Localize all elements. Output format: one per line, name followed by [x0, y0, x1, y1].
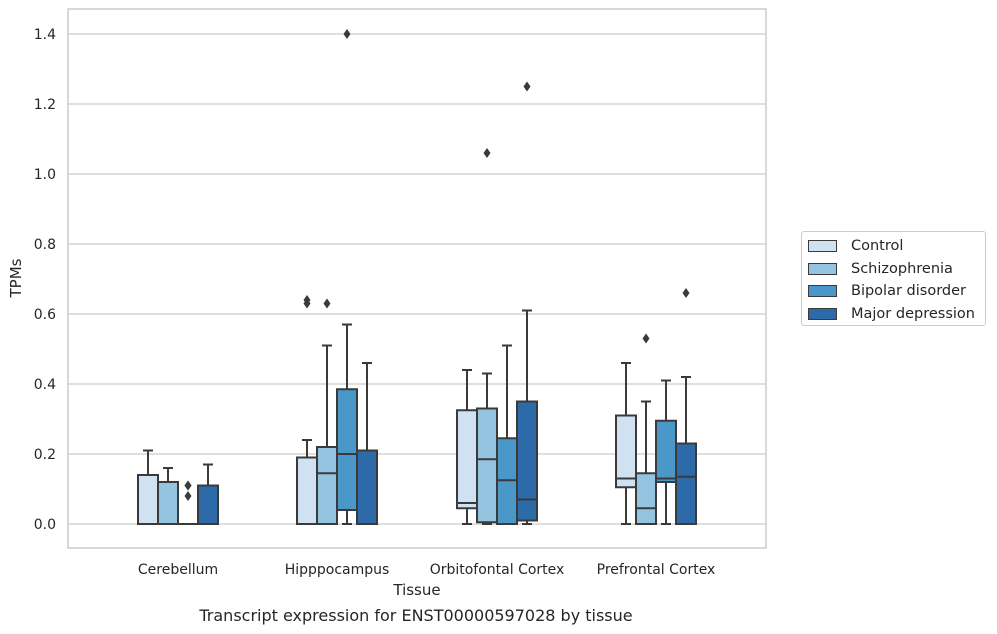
- box-rect: [635, 472, 657, 525]
- gridlines: [68, 33, 766, 525]
- box-major-depression: [516, 81, 538, 525]
- y-tick-label: 1.0: [34, 167, 56, 183]
- legend-item: Schizophrenia: [808, 259, 953, 279]
- box-schizophrenia: [157, 467, 179, 525]
- box-major-depression: [197, 463, 219, 525]
- legend-swatch: [808, 285, 837, 297]
- legend-item: Major depression: [808, 304, 975, 324]
- legend: Control Schizophrenia Bipolar disorder Majo…: [801, 231, 986, 326]
- x-axis-ticks: Cerebellum Hipppocampus Orbitofontal Corte…: [138, 562, 715, 578]
- box-control: [296, 295, 318, 525]
- box-rect: [137, 474, 159, 525]
- box-rect: [655, 419, 677, 483]
- outlier-point: [483, 148, 491, 158]
- box-schizophrenia: [476, 148, 498, 525]
- box-rect: [675, 442, 697, 525]
- box-major-depression: [675, 288, 697, 525]
- x-tick-label: Orbitofontal Cortex: [430, 562, 565, 578]
- outlier-point: [323, 298, 331, 309]
- box-rect: [157, 481, 179, 525]
- box-rect: [296, 456, 318, 525]
- outlier-point: [682, 288, 690, 298]
- box-bipolar-disorder: [177, 480, 199, 526]
- plot-frame: [67, 8, 767, 549]
- box-schizophrenia: [316, 298, 338, 525]
- box-rect: [476, 407, 498, 524]
- box-control: [456, 369, 478, 525]
- outlier-point: [523, 81, 531, 92]
- outlier-point: [184, 491, 192, 501]
- legend-label: Schizophrenia: [851, 260, 953, 277]
- outlier-point: [343, 29, 351, 39]
- box-bipolar-disorder: [336, 29, 358, 525]
- box-rect: [316, 446, 338, 525]
- y-axis-ticks: 0.0 0.2 0.4 0.6 0.8 1.0 1.2 1.4: [34, 27, 56, 533]
- legend-swatch: [808, 307, 837, 320]
- legend-label: Control: [851, 238, 904, 254]
- y-tick-label: 0.0: [34, 517, 56, 533]
- box-control: [615, 362, 637, 525]
- y-tick-label: 1.2: [34, 97, 56, 113]
- x-axis-label: Tissue: [392, 581, 440, 599]
- x-tick-label: Prefrontal Cortex: [597, 562, 716, 578]
- box-rect: [356, 449, 378, 525]
- y-tick-label: 0.2: [34, 447, 56, 463]
- box-plot-marks: [137, 29, 697, 526]
- outlier-point: [184, 480, 192, 491]
- y-tick-label: 0.6: [34, 307, 56, 323]
- box-rect: [456, 409, 478, 510]
- x-tick-label: Hipppocampus: [285, 562, 390, 578]
- y-tick-label: 1.4: [34, 27, 56, 43]
- x-tick-label: Cerebellum: [138, 562, 218, 578]
- box-bipolar-disorder: [655, 379, 677, 525]
- legend-label: Bipolar disorder: [851, 283, 966, 299]
- outlier-point: [642, 333, 650, 344]
- y-tick-label: 0.4: [34, 377, 56, 393]
- box-rect: [615, 414, 637, 489]
- legend-label: Major depression: [851, 305, 975, 322]
- y-axis-label: TPMs: [7, 258, 25, 298]
- box-schizophrenia: [635, 333, 657, 525]
- legend-item: Bipolar disorder: [808, 281, 966, 301]
- box-rect: [336, 388, 358, 511]
- y-tick-label: 0.8: [34, 237, 56, 253]
- chart-caption: Transcript expression for ENST0000059702…: [199, 606, 633, 625]
- outlier-point: [303, 295, 311, 305]
- box-major-depression: [356, 362, 378, 525]
- legend-swatch: [808, 240, 837, 252]
- box-bipolar-disorder: [496, 344, 518, 525]
- box-rect: [516, 400, 538, 522]
- legend-item: Control: [808, 236, 903, 256]
- box-control: [137, 449, 159, 525]
- box-rect: [197, 484, 219, 525]
- legend-swatch: [808, 262, 837, 275]
